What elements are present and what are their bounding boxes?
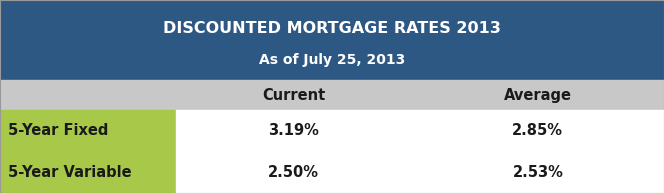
Text: 2.85%: 2.85%: [513, 123, 563, 138]
Text: 2.53%: 2.53%: [513, 165, 563, 180]
Text: 5-Year Fixed: 5-Year Fixed: [8, 123, 108, 138]
Bar: [0, 110, 176, 152]
Bar: [176, 110, 664, 152]
Text: 3.19%: 3.19%: [268, 123, 319, 138]
Text: 2.50%: 2.50%: [268, 165, 319, 180]
Text: As of July 25, 2013: As of July 25, 2013: [259, 53, 405, 67]
Text: 5-Year Variable: 5-Year Variable: [8, 165, 131, 180]
Bar: [0, 80, 664, 110]
Text: Average: Average: [504, 88, 572, 102]
Bar: [0, 152, 176, 193]
Text: DISCOUNTED MORTGAGE RATES 2013: DISCOUNTED MORTGAGE RATES 2013: [163, 20, 501, 36]
Bar: [0, 0, 664, 80]
Bar: [176, 152, 664, 193]
Text: Current: Current: [262, 88, 325, 102]
